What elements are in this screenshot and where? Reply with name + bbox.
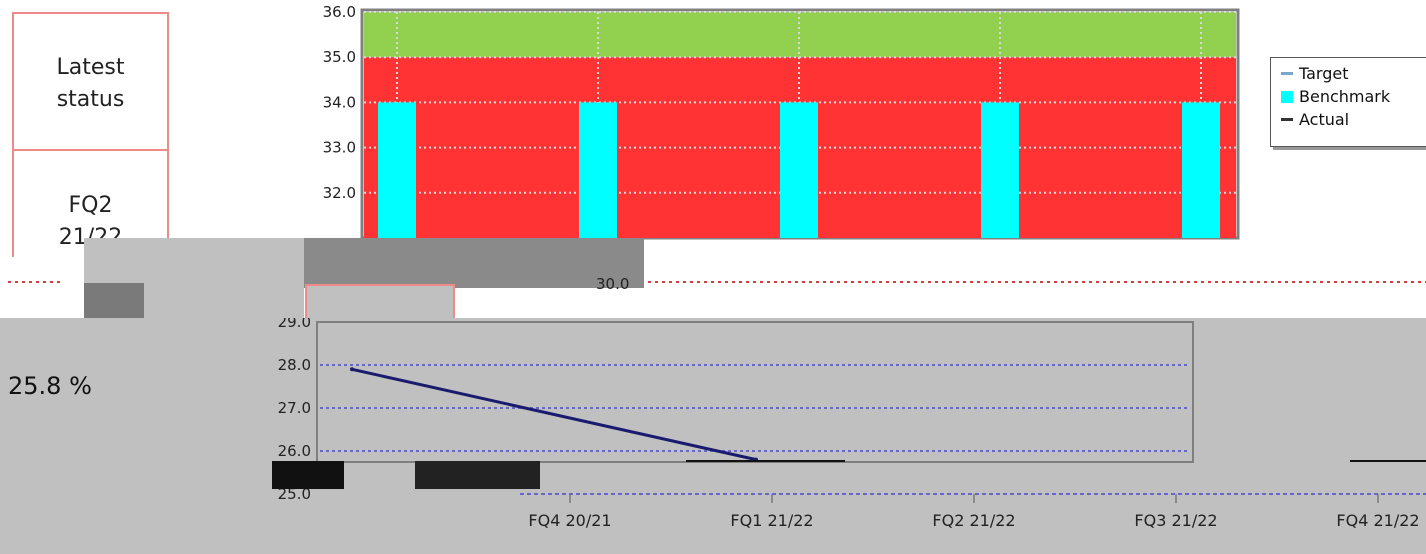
- top-y-tick-label: 34.0: [323, 93, 356, 111]
- top-y-tick-label: 33.0: [323, 139, 356, 157]
- top-y-tick-label: 35.0: [323, 48, 356, 66]
- top-y-ticks: 32.0 33.0 34.0 35.0 36.0: [323, 3, 356, 202]
- legend-label-target: Target: [1299, 64, 1349, 83]
- bottom-chart: 25.026.027.028.029.0 FQ4 20/21 FQ1 21/22 F…: [272, 318, 1426, 530]
- bottom-y-tick-label: 28.0: [278, 356, 311, 374]
- legend-item-target: Target: [1281, 64, 1349, 83]
- mid-tick-label: 30.0: [596, 275, 629, 293]
- latest-status-label: Latest status: [14, 52, 167, 116]
- legend-item-actual: Actual: [1281, 110, 1349, 129]
- status-period-line1: FQ2: [68, 193, 113, 218]
- latest-status-panel: Latest status FQ2 21/22: [12, 12, 169, 257]
- render-glitch-dark: [84, 283, 144, 318]
- lower-grey-area: [0, 318, 1426, 554]
- actual-point: [350, 367, 354, 372]
- legend-label-actual: Actual: [1299, 110, 1350, 129]
- bottom-x-tick-label: FQ4 20/21: [528, 511, 611, 530]
- bottom-x-tick-label: FQ2 21/22: [932, 511, 1015, 530]
- bottom-y-tick-label: 29.0: [278, 318, 311, 331]
- green-band: [364, 12, 1236, 58]
- benchmark-bar: [981, 102, 1019, 239]
- black-glitch-2: [415, 461, 540, 489]
- top-y-tick-label: 36.0: [323, 3, 356, 21]
- legend-label-benchmark: Benchmark: [1299, 87, 1391, 106]
- bottom-y-tick-label: 25.0: [278, 485, 311, 503]
- bottom-x-ticks: FQ4 20/21 FQ1 21/22 FQ2 21/22 FQ3 21/22 FQ4 …: [528, 494, 1420, 530]
- mid-strip: 30.0: [8, 275, 1426, 293]
- latest-status-line2: status: [56, 87, 125, 112]
- bottom-gridlines: [320, 364, 1190, 452]
- benchmark-swatch: [1281, 90, 1293, 103]
- top-y-tick-label: 32.0: [323, 184, 356, 202]
- benchmark-bar: [579, 102, 617, 239]
- benchmark-bar: [780, 102, 818, 239]
- latest-status-line1: Latest: [56, 55, 125, 80]
- bottom-x-tick-label: FQ4 21/22: [1336, 511, 1419, 530]
- actual-series: [350, 367, 758, 462]
- black-glitch-1: [272, 461, 344, 489]
- benchmark-bar: [378, 102, 416, 239]
- render-glitch-mid: [304, 238, 644, 288]
- chart-legend: Target Benchmark Actual: [1270, 57, 1426, 147]
- target-swatch: [1281, 72, 1293, 75]
- bottom-y-ticks: 25.0 26.0 27.0 28.0 29.0: [278, 318, 311, 503]
- bottom-x-tick-label: FQ1 21/22: [730, 511, 813, 530]
- bottom-x-tick-label: FQ3 21/22: [1134, 511, 1217, 530]
- actual-line: [351, 367, 757, 462]
- bottom-y-tick-label: 26.0: [278, 442, 311, 460]
- latest-value: 25.8 %: [8, 372, 92, 400]
- benchmark-bar: [1182, 102, 1220, 239]
- top-chart: 32.0 33.0 34.0 35.0 36.0: [323, 3, 1240, 240]
- bottom-y-tick-label: 27.0: [278, 399, 311, 417]
- legend-item-benchmark: Benchmark: [1281, 87, 1390, 106]
- actual-swatch: [1281, 118, 1293, 121]
- benchmark-bars: [378, 102, 1220, 239]
- status-divider: [14, 149, 167, 151]
